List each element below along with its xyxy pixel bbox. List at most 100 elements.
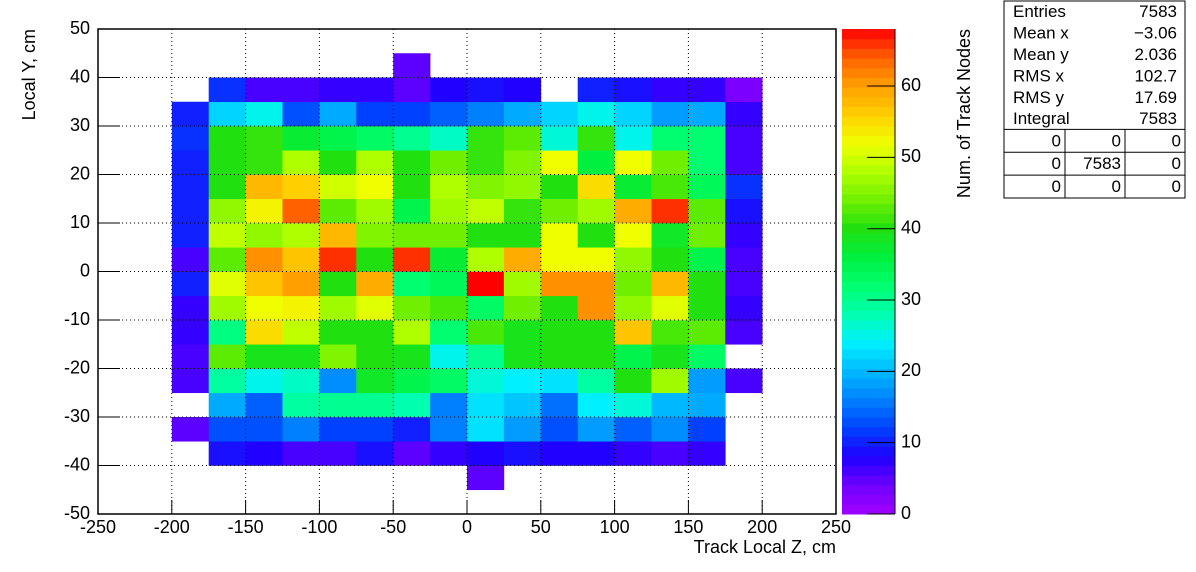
cell (208, 295, 246, 321)
y-axis-title: Local Y, cm (19, 29, 39, 120)
cell (540, 126, 578, 151)
cell (614, 198, 652, 224)
cell (171, 247, 209, 272)
cell (614, 101, 652, 127)
cell (171, 198, 209, 224)
cell (171, 417, 209, 442)
cell (614, 223, 652, 248)
cell (577, 247, 615, 272)
colorbar-step (842, 504, 895, 515)
cell (393, 295, 431, 321)
cell (503, 368, 542, 394)
cell (282, 320, 320, 345)
cell (467, 77, 505, 103)
cell (208, 223, 246, 248)
cell (208, 247, 246, 272)
cell (688, 271, 726, 297)
cell (577, 198, 615, 224)
y-tick-label: -10 (64, 309, 90, 329)
cell (577, 295, 615, 321)
cell (430, 101, 468, 127)
cell (614, 417, 652, 442)
cell (540, 271, 578, 297)
z-tick-label: 0 (901, 503, 911, 523)
cell (171, 344, 209, 369)
cell (651, 174, 689, 200)
cell (319, 392, 357, 418)
cell (540, 223, 578, 248)
y-tick-label: 40 (70, 66, 90, 86)
cell (245, 344, 283, 369)
cell (688, 320, 726, 345)
stat-value: 17.69 (1134, 88, 1177, 107)
cell (245, 271, 283, 297)
cell (393, 271, 431, 297)
cell (282, 150, 320, 175)
cell (688, 344, 726, 369)
cell (688, 392, 726, 418)
cell (319, 271, 357, 297)
cell (577, 223, 615, 248)
colorbar-step (842, 407, 895, 418)
stat-cell: 0 (1112, 131, 1121, 150)
cell (503, 271, 542, 297)
colorbar-step (842, 164, 895, 175)
x-tick-label: 50 (531, 517, 551, 537)
cell (208, 441, 246, 466)
cell (282, 295, 320, 321)
stat-value: 102.7 (1134, 66, 1177, 85)
x-tick-label: -150 (228, 517, 264, 537)
cell (651, 247, 689, 272)
stat-cell: 0 (1052, 131, 1061, 150)
stat-cell: 0 (1172, 154, 1181, 173)
cell (393, 247, 431, 272)
colorbar-step (842, 203, 895, 214)
stat-cell: 0 (1052, 154, 1061, 173)
cell (503, 392, 542, 418)
cell (651, 271, 689, 297)
cell (171, 174, 209, 200)
cell (577, 392, 615, 418)
cell (430, 150, 468, 175)
z-tick-label: 10 (901, 431, 921, 451)
cell (614, 247, 652, 272)
y-tick-label: -30 (64, 406, 90, 426)
cell (282, 126, 320, 151)
cell (171, 295, 209, 321)
colorbar-step (842, 271, 895, 282)
cell (577, 344, 615, 369)
cell (725, 77, 763, 103)
cell (503, 77, 542, 103)
colorbar-step (842, 310, 895, 321)
cell (245, 247, 283, 272)
cell (282, 174, 320, 200)
cell (540, 247, 578, 272)
cell (245, 150, 283, 175)
cell (430, 198, 468, 224)
x-tick-label: -100 (301, 517, 337, 537)
cell (282, 223, 320, 248)
cell (540, 344, 578, 369)
colorbar-step (842, 320, 895, 331)
colorbar-step (842, 252, 895, 263)
cell (540, 150, 578, 175)
cell (245, 392, 283, 418)
cell (577, 441, 615, 466)
cell (725, 247, 763, 272)
x-axis-title: Track Local Z, cm (694, 537, 836, 557)
cell (430, 368, 468, 394)
cell (171, 271, 209, 297)
cell (725, 198, 763, 224)
cell (282, 417, 320, 442)
cell (577, 368, 615, 394)
cell (430, 247, 468, 272)
colorbar-step (842, 77, 895, 88)
cell (356, 223, 394, 248)
cell (356, 320, 394, 345)
cell (245, 101, 283, 127)
y-tick-label: -50 (64, 503, 90, 523)
cell (467, 368, 505, 394)
cell (393, 126, 431, 151)
cell (688, 150, 726, 175)
cell (725, 174, 763, 200)
